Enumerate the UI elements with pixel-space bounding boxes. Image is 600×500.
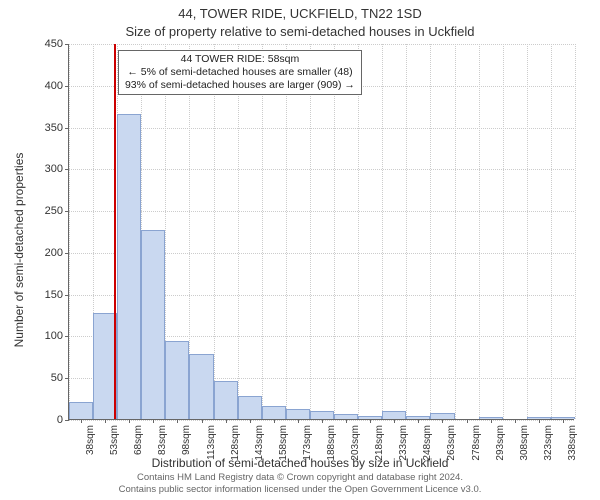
gridline-v xyxy=(382,44,383,419)
x-tick-label: 38sqm xyxy=(85,425,96,455)
gridline-h xyxy=(69,44,574,45)
gridline-v xyxy=(238,44,239,419)
xtick-mark xyxy=(394,419,395,423)
footer-line2: Contains public sector information licen… xyxy=(0,484,600,496)
histogram-bar xyxy=(238,396,262,419)
xtick-mark xyxy=(153,419,154,423)
histogram-bar xyxy=(117,114,141,419)
gridline-h xyxy=(69,211,574,212)
y-tick-label: 150 xyxy=(45,289,63,301)
xtick-mark xyxy=(442,419,443,423)
gridline-v xyxy=(262,44,263,419)
chart-title-line2: Size of property relative to semi-detach… xyxy=(0,24,600,39)
x-tick-label: 68sqm xyxy=(133,425,144,455)
xtick-mark xyxy=(226,419,227,423)
ytick-mark xyxy=(65,420,69,421)
gridline-v xyxy=(503,44,504,419)
footer-line1: Contains HM Land Registry data © Crown c… xyxy=(0,472,600,484)
annotation-line: 44 TOWER RIDE: 58sqm xyxy=(125,53,355,66)
y-tick-label: 100 xyxy=(45,330,63,342)
y-tick-label: 300 xyxy=(45,163,63,175)
x-tick-label: 98sqm xyxy=(181,425,192,455)
x-tick-label: 53sqm xyxy=(109,425,120,455)
xtick-mark xyxy=(370,419,371,423)
xtick-mark xyxy=(129,419,130,423)
gridline-h xyxy=(69,169,574,170)
xtick-mark xyxy=(539,419,540,423)
y-tick-label: 200 xyxy=(45,247,63,259)
histogram-bar xyxy=(141,230,165,419)
plot-area: 05010015020025030035040045038sqm53sqm68s… xyxy=(68,44,574,420)
x-axis-label: Distribution of semi-detached houses by … xyxy=(0,456,600,470)
y-axis-label: Number of semi-detached properties xyxy=(12,153,26,348)
gridline-v xyxy=(575,44,576,419)
histogram-bar xyxy=(214,381,238,419)
xtick-mark xyxy=(202,419,203,423)
xtick-mark xyxy=(563,419,564,423)
xtick-mark xyxy=(418,419,419,423)
histogram-bar xyxy=(382,411,406,419)
histogram-bar xyxy=(165,341,189,419)
y-tick-label: 0 xyxy=(57,414,63,426)
histogram-bar xyxy=(286,409,310,419)
y-tick-label: 450 xyxy=(45,38,63,50)
histogram-bar xyxy=(69,402,93,419)
histogram-bar xyxy=(189,354,213,419)
gridline-v xyxy=(479,44,480,419)
gridline-v xyxy=(551,44,552,419)
xtick-mark xyxy=(81,419,82,423)
chart-container: 44, TOWER RIDE, UCKFIELD, TN22 1SD Size … xyxy=(0,0,600,500)
xtick-mark xyxy=(274,419,275,423)
gridline-h xyxy=(69,128,574,129)
y-tick-label: 250 xyxy=(45,205,63,217)
gridline-v xyxy=(455,44,456,419)
gridline-v xyxy=(430,44,431,419)
xtick-mark xyxy=(467,419,468,423)
gridline-v xyxy=(527,44,528,419)
gridline-v xyxy=(358,44,359,419)
chart-title-line1: 44, TOWER RIDE, UCKFIELD, TN22 1SD xyxy=(0,6,600,21)
histogram-bar xyxy=(310,411,334,419)
xtick-mark xyxy=(177,419,178,423)
annotation-line: ← 5% of semi-detached houses are smaller… xyxy=(125,66,355,79)
xtick-mark xyxy=(322,419,323,423)
y-tick-label: 400 xyxy=(45,80,63,92)
x-tick-label: 83sqm xyxy=(157,425,168,455)
gridline-v xyxy=(286,44,287,419)
property-marker-line xyxy=(114,44,116,419)
xtick-mark xyxy=(346,419,347,423)
x-tick-label: 113sqm xyxy=(206,425,217,460)
gridline-v xyxy=(334,44,335,419)
histogram-bar xyxy=(262,406,286,419)
gridline-v xyxy=(69,44,70,419)
xtick-mark xyxy=(250,419,251,423)
gridline-v xyxy=(310,44,311,419)
y-tick-label: 50 xyxy=(51,372,63,384)
attribution-footer: Contains HM Land Registry data © Crown c… xyxy=(0,472,600,496)
annotation-box: 44 TOWER RIDE: 58sqm← 5% of semi-detache… xyxy=(118,50,362,95)
xtick-mark xyxy=(105,419,106,423)
annotation-line: 93% of semi-detached houses are larger (… xyxy=(125,79,355,92)
xtick-mark xyxy=(515,419,516,423)
xtick-mark xyxy=(298,419,299,423)
gridline-v xyxy=(214,44,215,419)
y-tick-label: 350 xyxy=(45,122,63,134)
xtick-mark xyxy=(491,419,492,423)
gridline-v xyxy=(406,44,407,419)
